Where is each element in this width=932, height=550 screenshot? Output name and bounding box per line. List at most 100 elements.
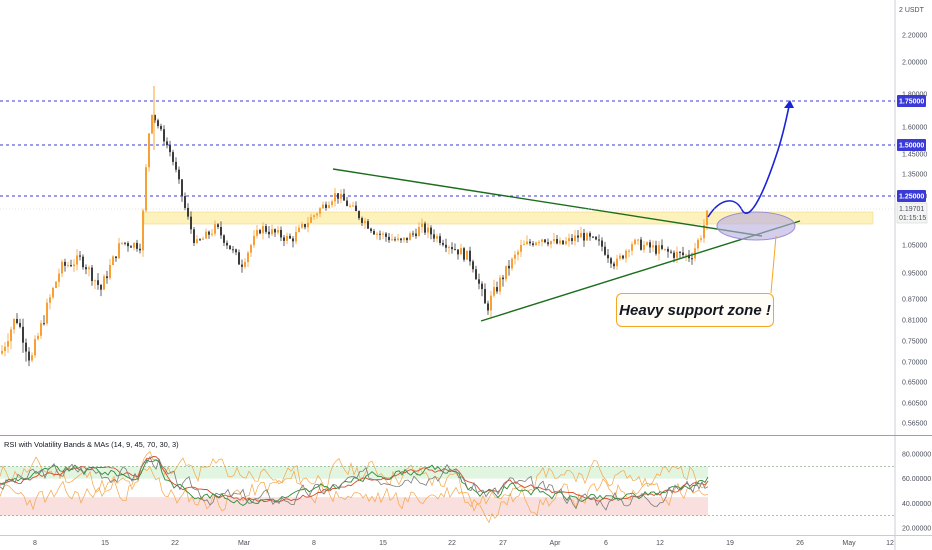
candle-body	[259, 230, 261, 234]
candle-body	[115, 256, 117, 259]
candle-body	[37, 335, 39, 340]
candle-body	[157, 120, 159, 127]
candle-body	[280, 229, 282, 238]
rsi-upper-band	[0, 466, 708, 479]
annotation-leader-line	[770, 235, 777, 294]
candle-body	[415, 233, 417, 237]
projection-arrowhead	[784, 100, 794, 108]
candle-body	[448, 247, 450, 249]
price-tag-1-50-bg	[897, 139, 926, 151]
candle-body	[598, 239, 600, 241]
candle-body	[433, 234, 435, 239]
projected-path-curve	[707, 101, 791, 218]
candle-body	[427, 227, 429, 233]
candle-body	[106, 276, 108, 279]
candle-body	[403, 237, 405, 241]
candle-body	[352, 205, 354, 207]
candle-body	[559, 240, 561, 244]
candle-body	[310, 216, 312, 223]
candle-body	[85, 267, 87, 270]
rsi-axis-label: 40.00000	[902, 501, 931, 508]
candle-body	[289, 235, 291, 239]
price-axis-label: 1.60000	[902, 125, 927, 132]
candle-body	[502, 277, 504, 280]
candle-body	[418, 226, 420, 237]
candle-body	[658, 245, 660, 254]
candle-body	[118, 243, 120, 259]
candle-body	[58, 273, 60, 282]
rsi-slow-ma	[0, 456, 709, 503]
candle-body	[499, 277, 501, 292]
candle-body	[229, 245, 231, 250]
candle-body	[292, 238, 294, 242]
price-axis-label: 0.81000	[902, 318, 927, 325]
candle-body	[235, 249, 237, 253]
candle-body	[109, 265, 111, 279]
candle-body	[472, 261, 474, 270]
candle-body	[169, 145, 171, 153]
candle-body	[172, 152, 174, 162]
candle-body	[520, 244, 522, 252]
countdown-timer: 01:15:15	[899, 215, 926, 222]
candle-body	[88, 267, 90, 270]
price-axis-label: 1.45000	[902, 152, 927, 159]
time-axis-label: 8	[33, 540, 37, 547]
candle-body	[208, 231, 210, 235]
candle-body	[592, 236, 594, 238]
time-axis-label: Mar	[238, 540, 251, 547]
candle-body	[640, 239, 642, 250]
candle-body	[304, 224, 306, 228]
candle-body	[517, 251, 519, 255]
price-tag-1-75-bg	[897, 95, 926, 107]
current-price-value: 1.19701	[899, 206, 924, 213]
candle-body	[382, 233, 384, 235]
rsi-line	[0, 455, 709, 511]
candle-body	[313, 215, 315, 217]
candle-body	[265, 226, 267, 232]
candle-body	[703, 224, 705, 239]
time-axis-label: 12	[886, 540, 894, 547]
candle-body	[421, 223, 423, 227]
candle-body	[445, 244, 447, 248]
candle-body	[322, 204, 324, 209]
candle-body	[481, 283, 483, 290]
candle-body	[325, 204, 327, 208]
candle-body	[211, 233, 213, 235]
candle-body	[121, 242, 123, 244]
candle-body	[553, 238, 555, 242]
candle-body	[298, 227, 300, 232]
candle-body	[424, 223, 426, 233]
rsi-lower-band	[0, 497, 708, 516]
candle-body	[619, 255, 621, 259]
candle-body	[73, 264, 75, 267]
candle-body	[664, 248, 666, 250]
candle-body	[430, 227, 432, 235]
candle-body	[673, 252, 675, 258]
candle-body	[439, 236, 441, 243]
rsi-volatility-lower	[0, 450, 709, 511]
candle-body	[442, 242, 444, 245]
time-axis-label: 15	[101, 540, 109, 547]
candle-body	[370, 228, 372, 232]
candle-body	[394, 239, 396, 241]
candle-body	[628, 250, 630, 252]
candle-body	[409, 233, 411, 241]
candle-body	[256, 230, 258, 236]
candle-body	[181, 179, 183, 197]
candle-body	[580, 232, 582, 238]
candle-body	[529, 241, 531, 244]
candle-body	[283, 237, 285, 241]
candle-body	[94, 280, 96, 282]
candle-body	[466, 250, 468, 260]
candle-body	[136, 242, 138, 249]
candle-body	[214, 224, 216, 234]
candle-body	[22, 326, 24, 343]
candle-body	[205, 231, 207, 239]
candle-body	[16, 318, 18, 324]
candle-body	[373, 231, 375, 235]
candle-body	[631, 244, 633, 251]
candle-body	[538, 241, 540, 243]
candle-body	[463, 248, 465, 260]
candle-body	[4, 346, 6, 351]
